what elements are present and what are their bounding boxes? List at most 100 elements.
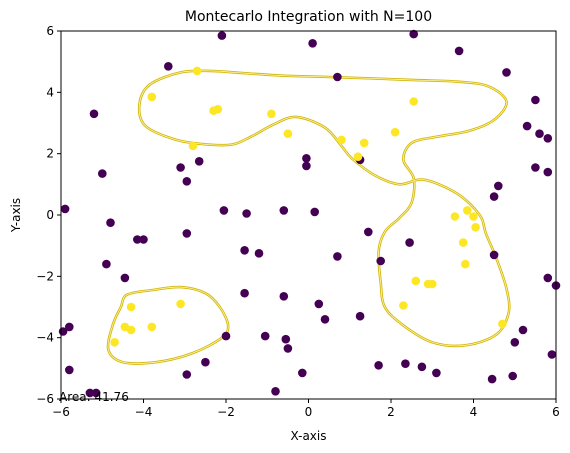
x-tick-label: −4 bbox=[135, 405, 153, 419]
chart-title: Montecarlo Integration with N=100 bbox=[185, 9, 432, 25]
point-outside bbox=[85, 388, 95, 398]
contour-curve-1 bbox=[137, 69, 511, 348]
point-outside bbox=[417, 362, 427, 372]
point-outside bbox=[508, 371, 517, 381]
point-inside bbox=[110, 338, 119, 347]
point-outside bbox=[547, 350, 557, 359]
point-inside bbox=[463, 206, 472, 215]
contour-layer bbox=[106, 69, 511, 365]
point-outside bbox=[405, 238, 414, 247]
point-outside bbox=[518, 325, 528, 335]
x-tick-label: −6 bbox=[52, 405, 70, 419]
point-outside bbox=[364, 227, 373, 237]
point-outside bbox=[254, 249, 264, 258]
point-outside bbox=[65, 322, 74, 332]
point-outside bbox=[89, 109, 99, 119]
point-inside bbox=[399, 301, 408, 310]
x-axis-label: X-axis bbox=[291, 429, 327, 443]
point-outside bbox=[333, 72, 342, 82]
point-inside bbox=[337, 135, 346, 145]
point-outside bbox=[531, 163, 540, 172]
points-layer bbox=[58, 29, 561, 398]
point-inside bbox=[192, 66, 202, 76]
point-outside bbox=[194, 157, 204, 166]
point-outside bbox=[401, 359, 410, 369]
point-inside bbox=[461, 259, 470, 269]
x-tick-label: 4 bbox=[470, 405, 478, 419]
contour-highlight-2 bbox=[107, 286, 229, 364]
point-outside bbox=[502, 68, 511, 77]
y-tick-label: −2 bbox=[36, 269, 54, 283]
point-inside bbox=[390, 127, 400, 137]
y-tick-label: 2 bbox=[46, 147, 54, 161]
point-outside bbox=[240, 288, 249, 298]
point-outside bbox=[487, 374, 497, 384]
point-outside bbox=[242, 209, 251, 218]
point-inside bbox=[498, 319, 507, 329]
point-outside bbox=[298, 368, 307, 378]
contour-highlight-1 bbox=[138, 70, 510, 347]
point-outside bbox=[494, 181, 503, 191]
point-outside bbox=[281, 334, 291, 344]
plot-frame bbox=[60, 30, 557, 400]
point-outside bbox=[320, 315, 330, 324]
point-inside bbox=[359, 138, 369, 148]
point-outside bbox=[139, 235, 148, 244]
point-inside bbox=[283, 129, 293, 138]
point-outside bbox=[522, 121, 532, 131]
point-outside bbox=[65, 365, 74, 375]
point-outside bbox=[535, 129, 544, 138]
point-inside bbox=[469, 212, 478, 221]
y-tick-label: 4 bbox=[46, 85, 54, 99]
point-inside bbox=[147, 322, 157, 332]
x-tick-label: 6 bbox=[552, 405, 560, 419]
point-outside bbox=[219, 206, 229, 215]
point-outside bbox=[510, 338, 520, 347]
point-outside bbox=[432, 368, 441, 378]
x-tick-label: −2 bbox=[217, 405, 235, 419]
y-axis-ticks: −6 −4 −2 0 2 4 6 bbox=[36, 24, 61, 406]
point-outside bbox=[454, 46, 464, 56]
point-outside bbox=[489, 192, 499, 201]
point-outside bbox=[531, 95, 540, 105]
point-outside bbox=[543, 134, 553, 143]
point-inside bbox=[353, 152, 363, 161]
point-inside bbox=[126, 302, 136, 312]
point-outside bbox=[98, 169, 107, 178]
point-inside bbox=[267, 109, 276, 119]
point-outside bbox=[374, 361, 383, 370]
point-outside bbox=[133, 235, 142, 244]
point-outside bbox=[120, 273, 130, 283]
point-outside bbox=[91, 388, 101, 398]
point-outside bbox=[302, 154, 311, 163]
point-outside bbox=[260, 331, 270, 341]
point-inside bbox=[126, 325, 136, 335]
point-outside bbox=[283, 344, 293, 353]
y-tick-label: −6 bbox=[36, 392, 54, 406]
point-outside bbox=[271, 387, 280, 396]
point-outside bbox=[221, 331, 231, 341]
point-outside bbox=[102, 259, 111, 269]
point-outside bbox=[308, 39, 317, 48]
point-outside bbox=[333, 252, 342, 261]
point-outside bbox=[376, 256, 386, 266]
point-inside bbox=[450, 212, 460, 221]
point-inside bbox=[176, 299, 185, 309]
point-inside bbox=[428, 279, 437, 289]
point-outside bbox=[279, 292, 289, 301]
point-outside bbox=[60, 204, 70, 214]
point-outside bbox=[201, 357, 210, 367]
point-inside bbox=[409, 97, 419, 106]
x-tick-label: 0 bbox=[305, 405, 313, 419]
point-outside bbox=[240, 246, 249, 255]
point-outside bbox=[176, 163, 185, 172]
y-axis-label: Y-axis bbox=[9, 198, 23, 233]
point-outside bbox=[310, 207, 320, 217]
point-outside bbox=[543, 273, 553, 283]
point-inside bbox=[213, 104, 223, 114]
point-outside bbox=[409, 29, 419, 39]
point-inside bbox=[147, 92, 157, 102]
point-outside bbox=[182, 177, 192, 186]
point-inside bbox=[188, 141, 198, 151]
